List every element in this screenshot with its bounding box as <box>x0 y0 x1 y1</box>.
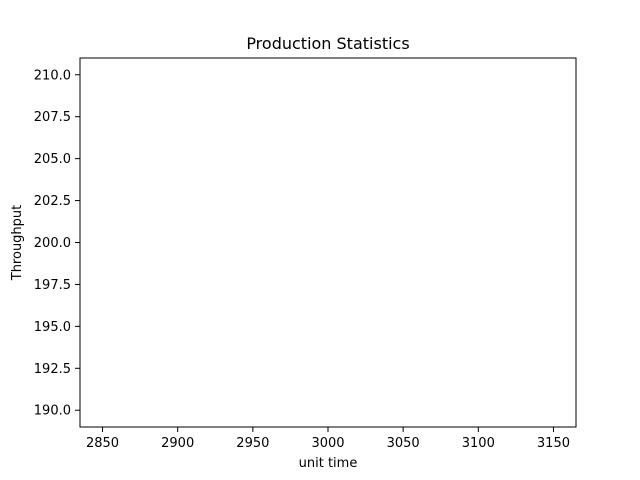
x-tick-label: 2850 <box>86 436 119 451</box>
y-tick-label: 205.0 <box>34 152 71 167</box>
plot-area: 2850 2900 2950 3000 3050 3100 3150 190.0192.51… <box>34 57 577 451</box>
x-tick-label: 3050 <box>387 436 420 451</box>
y-tick-label: 200.0 <box>34 236 71 251</box>
y-tick-label: 197.5 <box>34 278 71 293</box>
x-axis-label: unit time <box>299 456 358 471</box>
x-tick-label: 3100 <box>462 436 495 451</box>
x-tick-label: 3150 <box>537 436 570 451</box>
x-tick-label: 2900 <box>161 436 194 451</box>
y-tick-label: 210.0 <box>34 68 71 83</box>
x-tick-label: 2950 <box>236 436 269 451</box>
x-tick-label: 3000 <box>311 436 344 451</box>
chart-title: Production Statistics <box>246 34 409 53</box>
x-axis-ticks: 2850 2900 2950 3000 3050 3100 3150 <box>86 427 570 451</box>
y-tick-label: 192.5 <box>34 362 71 377</box>
y-axis-ticks: 190.0 192.5 195.0 197.5 200.0 202.5 205.0 207.5… <box>34 68 80 419</box>
y-tick-label: 190.0 <box>34 404 71 419</box>
y-tick-label: 202.5 <box>34 194 71 209</box>
y-tick-label: 207.5 <box>34 110 71 125</box>
y-tick-label: 195.0 <box>34 320 71 335</box>
y-axis-label: Throughput <box>10 205 25 282</box>
